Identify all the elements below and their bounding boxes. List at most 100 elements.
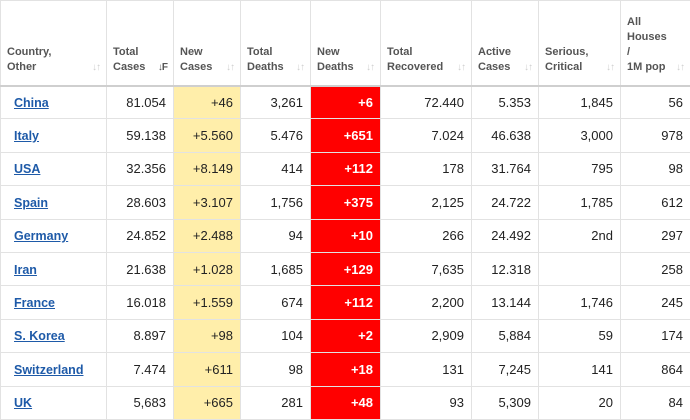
country-link[interactable]: Germany <box>14 229 68 243</box>
total-recovered-cell: 72.440 <box>381 86 472 119</box>
new-deaths-cell: +375 <box>311 186 381 219</box>
column-label: Total Deaths <box>247 45 284 75</box>
total-deaths-cell: 281 <box>241 386 311 419</box>
column-label: Total Cases <box>113 45 145 75</box>
column-label: Active Cases <box>478 45 511 75</box>
new-deaths-header[interactable]: New Deaths ↓↑ <box>311 1 381 86</box>
total-recovered-header[interactable]: Total Recovered↓↑ <box>381 1 472 86</box>
total-deaths-cell: 1,685 <box>241 252 311 285</box>
total-deaths-cell: 5.476 <box>241 119 311 152</box>
country-link[interactable]: USA <box>14 162 40 176</box>
country-link[interactable]: Iran <box>14 263 37 277</box>
active-cases-header[interactable]: Active Cases ↓↑ <box>472 1 539 86</box>
active-cases-cell: 24.722 <box>472 186 539 219</box>
country-link[interactable]: Spain <box>14 196 48 210</box>
serious-critical-cell: 1,785 <box>539 186 621 219</box>
country-cell: China <box>1 86 107 119</box>
sort-icon[interactable]: ↓↑ <box>606 60 614 75</box>
per-million-cell: 56 <box>621 86 690 119</box>
new-deaths-cell: +112 <box>311 286 381 319</box>
country-cell: Italy <box>1 119 107 152</box>
new-deaths-cell: +2 <box>311 319 381 352</box>
per-million-cell: 98 <box>621 152 690 185</box>
sort-icon[interactable]: ↓↑ <box>676 60 684 75</box>
per-million-cell: 612 <box>621 186 690 219</box>
new-cases-cell: +1.559 <box>174 286 241 319</box>
country-link[interactable]: S. Korea <box>14 329 65 343</box>
new-deaths-cell: +129 <box>311 252 381 285</box>
sort-icon[interactable]: ↓↑ <box>226 60 234 75</box>
column-label: New Deaths <box>317 45 354 75</box>
column-label: Serious, Critical <box>545 45 588 75</box>
sort-icon[interactable]: ↓↑ <box>457 60 465 75</box>
total-cases-cell: 59.138 <box>107 119 174 152</box>
serious-critical-header[interactable]: Serious, Critical ↓↑ <box>539 1 621 86</box>
total-cases-cell: 7.474 <box>107 353 174 386</box>
sort-icon[interactable]: ↓↑ <box>92 60 100 75</box>
new-cases-cell: +46 <box>174 86 241 119</box>
per-million-cell: 174 <box>621 319 690 352</box>
country-link[interactable]: France <box>14 296 55 310</box>
total-cases-cell: 32.356 <box>107 152 174 185</box>
total-cases-cell: 24.852 <box>107 219 174 252</box>
per-million-cell: 84 <box>621 386 690 419</box>
country-cell: Iran <box>1 252 107 285</box>
sort-icon[interactable]: ↓↑ <box>296 60 304 75</box>
country-link[interactable]: Switzerland <box>14 363 83 377</box>
country-link[interactable]: UK <box>14 396 32 410</box>
total-recovered-cell: 178 <box>381 152 472 185</box>
per-million-cell: 258 <box>621 252 690 285</box>
total-cases-cell: 81.054 <box>107 86 174 119</box>
new-cases-cell: +2.488 <box>174 219 241 252</box>
column-label: Country, Other <box>7 45 51 75</box>
per-million-cell: 978 <box>621 119 690 152</box>
country-header[interactable]: Country, Other ↓↑ <box>1 1 107 86</box>
total-recovered-cell: 2,200 <box>381 286 472 319</box>
new-cases-cell: +665 <box>174 386 241 419</box>
per-million-header[interactable]: All Houses / 1M pop↓↑ <box>621 1 690 86</box>
total-recovered-cell: 131 <box>381 353 472 386</box>
total-cases-cell: 21.638 <box>107 252 174 285</box>
active-cases-cell: 12.318 <box>472 252 539 285</box>
country-link[interactable]: Italy <box>14 129 39 143</box>
new-cases-header[interactable]: New Cases ↓↑ <box>174 1 241 86</box>
new-deaths-cell: +112 <box>311 152 381 185</box>
sort-icon[interactable]: ↓↑ <box>524 60 532 75</box>
country-link[interactable]: China <box>14 96 49 110</box>
country-cell: Spain <box>1 186 107 219</box>
total-cases-header[interactable]: Total Cases ↓F <box>107 1 174 86</box>
new-deaths-cell: +6 <box>311 86 381 119</box>
total-deaths-cell: 98 <box>241 353 311 386</box>
active-cases-cell: 46.638 <box>472 119 539 152</box>
new-deaths-cell: +48 <box>311 386 381 419</box>
sort-icon[interactable]: ↓↑ <box>366 60 374 75</box>
active-cases-cell: 5,309 <box>472 386 539 419</box>
new-cases-cell: +611 <box>174 353 241 386</box>
country-cell: USA <box>1 152 107 185</box>
active-cases-cell: 7,245 <box>472 353 539 386</box>
total-deaths-cell: 674 <box>241 286 311 319</box>
sort-icon[interactable]: ↓F <box>158 60 167 75</box>
serious-critical-cell: 2nd <box>539 219 621 252</box>
total-cases-cell: 28.603 <box>107 186 174 219</box>
header-row: Country, Other ↓↑ Total Cases ↓F New Cases ↓↑… <box>1 1 690 86</box>
country-cell: Switzerland <box>1 353 107 386</box>
total-recovered-cell: 2,125 <box>381 186 472 219</box>
total-cases-cell: 8.897 <box>107 319 174 352</box>
country-cell: UK <box>1 386 107 419</box>
serious-critical-cell: 1,746 <box>539 286 621 319</box>
total-deaths-header[interactable]: Total Deaths ↓↑ <box>241 1 311 86</box>
column-label: New Cases <box>180 45 212 75</box>
serious-critical-cell: 3,000 <box>539 119 621 152</box>
country-cell: S. Korea <box>1 319 107 352</box>
new-cases-cell: +98 <box>174 319 241 352</box>
new-cases-cell: +5.560 <box>174 119 241 152</box>
serious-critical-cell: 141 <box>539 353 621 386</box>
total-cases-cell: 5,683 <box>107 386 174 419</box>
